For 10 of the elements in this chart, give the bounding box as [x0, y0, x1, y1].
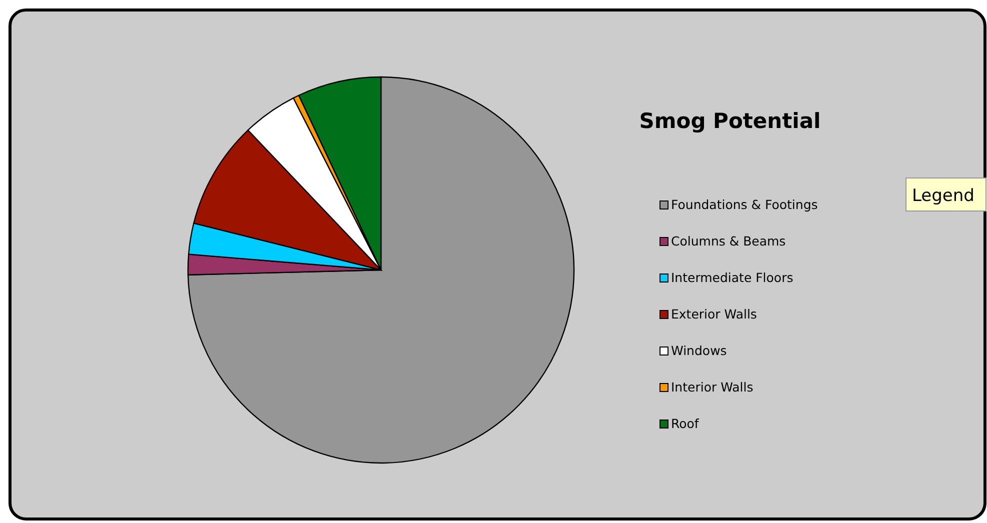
legend-label: Columns & Beams — [671, 234, 786, 248]
legend-label: Windows — [671, 343, 727, 358]
legend-label: Roof — [671, 416, 700, 431]
pie-slice — [187, 76, 574, 464]
tooltip-box: Legend — [906, 178, 986, 212]
legend-label: Interior Walls — [671, 380, 754, 394]
legend-label: Intermediate Floors — [671, 270, 794, 285]
text: Smog Potential — [639, 109, 821, 133]
legend-label: Foundations & Footings — [671, 197, 818, 212]
legend-label: Exterior Walls — [671, 306, 757, 322]
